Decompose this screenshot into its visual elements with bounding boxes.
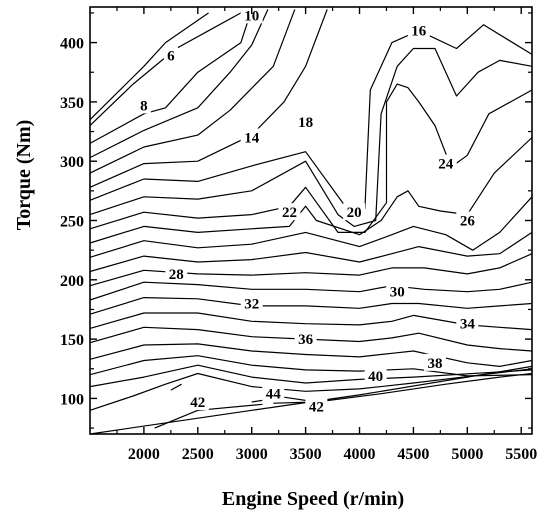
x-tick-label: 2500	[182, 446, 214, 463]
contour-label-bg	[364, 366, 387, 384]
contour-line-14	[89, 281, 533, 301]
contour-labels: 6 8 10 14 16 18 20 22 24 26 28 30 32 34 36 38 40 42 44 42	[136, 6, 479, 416]
y-tick-label: 350	[60, 95, 84, 112]
contour-label-14: 14	[244, 130, 260, 146]
contour-label-bg	[407, 21, 430, 39]
contour-line-6	[89, 9, 328, 188]
contour-label-36: 36	[298, 332, 314, 348]
contour-line-18	[89, 343, 533, 367]
x-tick-label: 3500	[290, 446, 322, 463]
contour-line-20	[89, 364, 533, 388]
contour-line-3	[89, 9, 253, 144]
contour-label-44: 44	[266, 387, 282, 403]
contour-label-bg	[434, 154, 457, 172]
contour-label-bg	[278, 203, 301, 221]
contour-line-23	[89, 365, 533, 435]
contour-line-13	[89, 253, 533, 287]
contour-label-28: 28	[169, 267, 184, 283]
contour-line-19	[89, 355, 533, 377]
x-tick-label: 5000	[451, 446, 483, 463]
contour-label-bg	[240, 294, 263, 312]
contour-label-bg	[165, 264, 188, 282]
contour-label-16: 16	[411, 24, 427, 40]
contour-line-10	[89, 137, 533, 244]
contour-label-32: 32	[244, 297, 259, 313]
contour-line-11	[89, 196, 533, 258]
contour-line-4	[89, 9, 269, 159]
contour-label-bg	[186, 392, 209, 410]
contour-label-bg	[343, 203, 366, 221]
x-tick-label: 5500	[505, 446, 537, 463]
contour-line-15	[89, 297, 533, 315]
contour-label-bg	[386, 282, 409, 300]
contour-label-24: 24	[438, 157, 454, 173]
y-tick-label: 100	[60, 391, 84, 408]
contour-label-bg	[423, 353, 446, 371]
y-tick-label: 200	[60, 273, 84, 290]
contour-label-18: 18	[298, 115, 313, 131]
contour-line-24	[154, 403, 263, 429]
contour-label-22: 22	[282, 205, 297, 221]
contour-label-bg	[136, 96, 151, 114]
contour-label-bg	[456, 314, 479, 332]
contour-label-6: 6	[167, 49, 175, 65]
contour-label-bg	[456, 211, 479, 229]
contour-line-12	[89, 231, 533, 273]
contour-label-42: 42	[309, 400, 324, 416]
contour-label-bg	[294, 113, 317, 131]
contour-line-22	[170, 383, 182, 391]
contour-label-26: 26	[460, 214, 476, 230]
contour-label-34: 34	[460, 317, 476, 333]
contour-lines	[89, 9, 533, 435]
contour-label-8: 8	[140, 98, 148, 114]
contour-label-42: 42	[190, 395, 205, 411]
contour-line-21	[89, 368, 533, 411]
axes: 2000 2500 3000 3500 4000 4500 5000 5500 100 150 20…	[60, 6, 537, 463]
contour-label-38: 38	[427, 356, 442, 372]
contour-label-bg	[240, 6, 263, 24]
contour-label-10: 10	[244, 8, 259, 24]
x-tick-label: 2000	[128, 446, 160, 463]
y-tick-label: 250	[60, 214, 84, 231]
contour-label-bg	[262, 384, 285, 402]
contour-label-bg	[163, 46, 178, 64]
x-tick-label: 4500	[397, 446, 429, 463]
contour-line-17	[89, 326, 533, 352]
y-tick-label: 300	[60, 154, 84, 171]
y-axis-title: Torque (Nm)	[13, 120, 35, 231]
x-axis-title: Engine Speed (r/min)	[222, 488, 404, 510]
x-tick-label: 4000	[344, 446, 376, 463]
x-tick-label: 3000	[236, 446, 268, 463]
contour-line-2	[89, 12, 242, 127]
contour-label-20: 20	[347, 205, 362, 221]
contour-line-8	[89, 47, 533, 227]
contour-label-bg	[305, 397, 328, 415]
contour-label-40: 40	[368, 369, 383, 385]
contour-line-5	[89, 9, 296, 174]
y-tick-label: 400	[60, 36, 84, 53]
y-tick-label: 150	[60, 332, 84, 349]
contour-label-bg	[294, 330, 317, 348]
contour-label-30: 30	[390, 285, 405, 301]
contour-line-1	[89, 12, 209, 121]
contour-label-bg	[240, 128, 263, 146]
